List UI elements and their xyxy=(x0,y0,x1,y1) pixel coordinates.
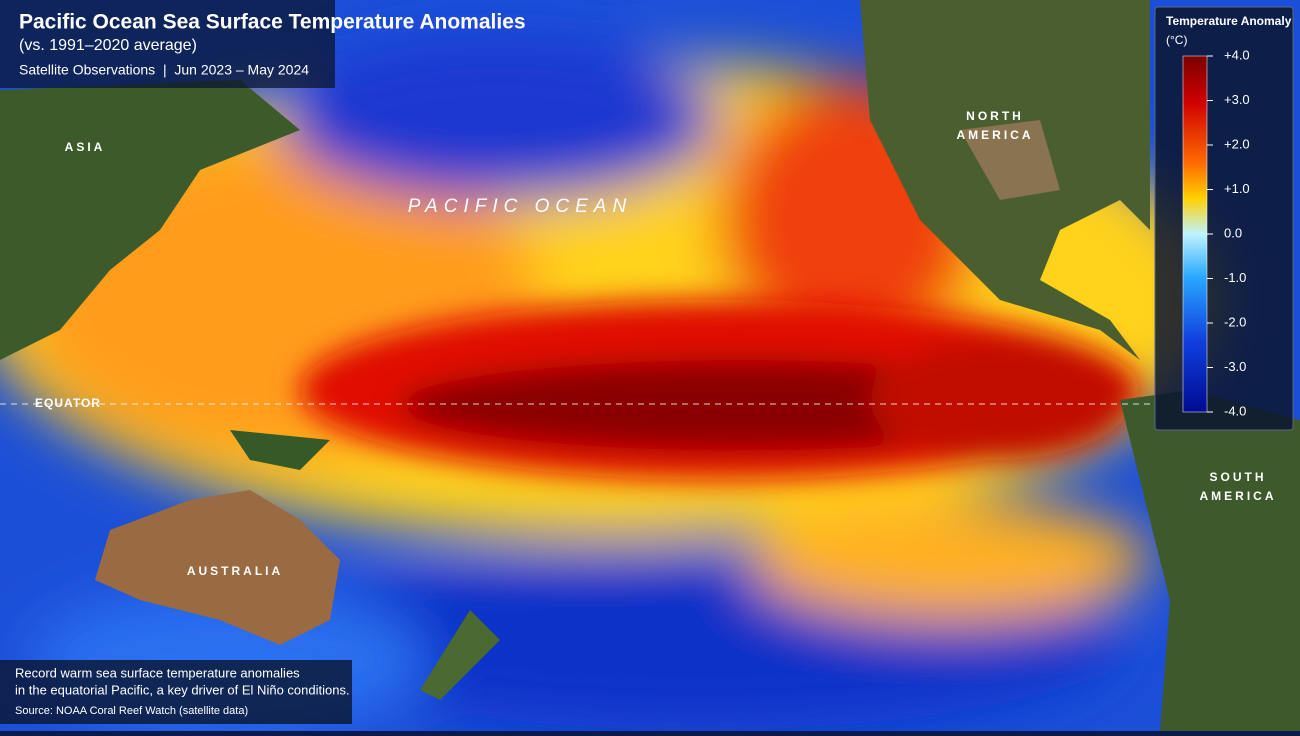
subtitle: (vs. 1991–2020 average) xyxy=(19,37,197,54)
tick-label: +4.0 xyxy=(1224,47,1250,62)
tick-label: +3.0 xyxy=(1224,92,1250,107)
legend-unit: (°C) xyxy=(1166,33,1187,47)
tick-label: -4.0 xyxy=(1224,403,1246,418)
header-box xyxy=(0,0,335,88)
source: Source: NOAA Coral Reef Watch (satellite… xyxy=(15,705,248,717)
tick-label: +1.0 xyxy=(1224,181,1250,196)
legend: Temperature Anomaly (°C) +4.0 +3.0 +2.0 +1.… xyxy=(1154,6,1294,431)
caption-box xyxy=(0,660,352,724)
asia-label: ASIA xyxy=(65,140,106,154)
colorbar xyxy=(1182,55,1208,413)
meta: Satellite Observations | Jun 2023 – May … xyxy=(19,62,309,78)
caption-line: in the equatorial Pacific, a key driver … xyxy=(15,682,350,697)
equator-label: EQUATOR xyxy=(35,396,101,410)
south-america-label: SOUTH xyxy=(1210,470,1267,484)
legend-title: Temperature Anomaly xyxy=(1166,14,1292,28)
australia-label: AUSTRALIA xyxy=(187,564,283,578)
north-america-label: AMERICA xyxy=(957,128,1034,142)
tick-label: 0.0 xyxy=(1224,225,1242,240)
title: Pacific Ocean Sea Surface Temperature An… xyxy=(19,11,526,34)
south-america-label: AMERICA xyxy=(1200,489,1277,503)
tick-label: -3.0 xyxy=(1224,359,1246,374)
caption-line: Record warm sea surface temperature anom… xyxy=(15,665,300,680)
tick-label: -2.0 xyxy=(1224,314,1246,329)
tick-label: -1.0 xyxy=(1224,270,1246,285)
north-america-label: NORTH xyxy=(966,109,1024,123)
ocean-label: PACIFIC OCEAN xyxy=(408,196,632,217)
tick-label: +2.0 xyxy=(1224,136,1250,151)
